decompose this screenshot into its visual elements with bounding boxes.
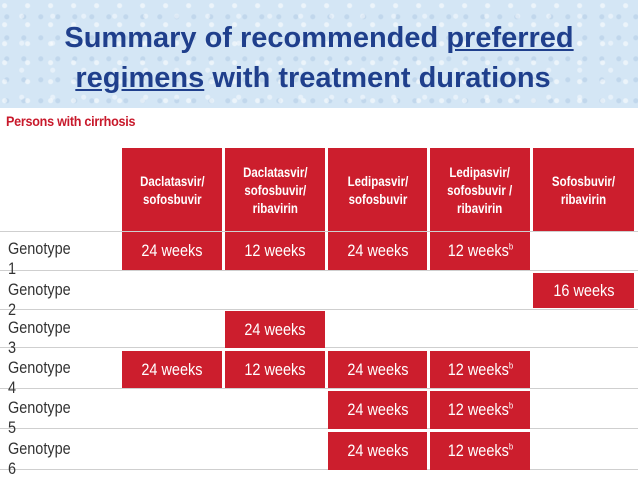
duration-cell: 16 weeks [533,273,634,308]
row-label: Genotype 4 [8,358,82,398]
duration-text: 12 weeksb [447,441,513,460]
column-header-label: Sofosbuvir/ribavirin [545,172,622,208]
duration-text: 24 weeks [346,241,409,260]
duration-cell: 12 weeksb [430,391,530,429]
column-header: Daclatasvir/sofosbuvir/ribavirin [225,148,325,231]
duration-text: 24 weeks [346,400,409,419]
column-header: Ledipasvir/sofosbuvir / ribavirin [430,148,530,231]
duration-cell: 12 weeks [225,351,325,388]
row-divider [0,270,638,271]
column-header-line: sofosbuvir / [447,181,513,198]
duration-text: 24 weeks [346,359,409,379]
column-header-line: Sofosbuvir/ [551,172,616,189]
duration-cell: 12 weeksb [430,351,530,388]
duration-cell: 24 weeks [328,232,427,270]
row-divider [0,388,638,389]
column-header-line: ribavirin [560,190,607,207]
duration-cell: 24 weeks [328,391,427,429]
duration-cell: 24 weeks [122,232,222,270]
row-label: Genotype 1 [8,239,82,279]
row-divider [0,231,638,232]
duration-text: 12 weeksb [447,359,513,379]
row-divider [0,469,638,470]
row-divider [0,428,638,429]
duration-text: 12 weeksb [447,241,513,260]
row-label: Genotype 2 [8,280,82,320]
title-text: with treatment durations [204,62,551,94]
duration-text: 24 weeks [141,241,203,260]
column-header-line: Ledipasvir/ [347,172,408,189]
duration-cell: 12 weeks [225,232,325,270]
footnote-marker: b [508,241,513,252]
duration-text: 24 weeks [141,359,203,379]
duration-cell: 24 weeks [122,351,222,388]
column-header-line: sofosbuvir [348,190,407,207]
row-label-text: Genotype 2 [8,280,71,319]
column-header-line: ribavirin [457,199,503,216]
column-header-label: Daclatasvir/sofosbuvir/ribavirin [236,163,315,217]
row-label-text: Genotype 5 [8,398,71,437]
duration-cell: 12 weeksb [430,232,530,270]
duration-text: 24 weeks [346,441,409,460]
row-label-text: Genotype 4 [8,358,71,397]
duration-text: 12 weeksb [447,400,513,419]
title-banner: Summary of recommended preferred regimen… [0,0,638,108]
title-line-1: Summary of recommended preferred [0,22,638,55]
duration-text: 16 weeks [552,280,615,300]
column-header-line: sofosbuvir [142,190,202,207]
column-header: Ledipasvir/sofosbuvir [328,148,427,231]
column-header-line: sofosbuvir/ [244,181,306,198]
duration-cell: 24 weeks [328,432,427,470]
column-header-line: Daclatasvir/ [242,163,308,180]
title-text: Summary of recommended [64,22,447,54]
duration-cell: 24 weeks [225,311,325,348]
row-label: Genotype 5 [8,398,82,438]
footnote-marker: b [508,441,513,452]
duration-text: 12 weeks [244,241,306,260]
footnote-marker: b [508,400,513,411]
column-header-label: Ledipasvir/sofosbuvir / ribavirin [440,163,519,217]
column-header-label: Ledipasvir/sofosbuvir [341,172,415,208]
column-header-label: Daclatasvir/sofosbuvir [133,172,212,208]
row-label-text: Genotype 1 [8,239,71,278]
column-header-line: Daclatasvir/ [139,172,205,189]
row-label: Genotype 3 [8,318,82,358]
row-divider [0,309,638,310]
column-header: Sofosbuvir/ribavirin [533,148,634,231]
row-label: Genotype 6 [8,439,82,479]
column-header-line: Ledipasvir/ [449,163,511,180]
column-header: Daclatasvir/sofosbuvir [122,148,222,231]
row-label-text: Genotype 6 [8,439,71,478]
column-header-line: ribavirin [252,199,298,216]
duration-text: 24 weeks [244,319,306,339]
duration-text: 12 weeks [244,359,306,379]
title-line-2: regimens with treatment durations [0,62,632,95]
duration-cell: 12 weeksb [430,432,530,470]
title-underlined-text: regimens [75,62,205,94]
footnote-marker: b [508,359,513,370]
row-label-text: Genotype 3 [8,318,71,357]
title-underlined-text: preferred [446,22,574,54]
duration-cell: 24 weeks [328,351,427,388]
section-label: Persons with cirrhosis [6,113,136,129]
